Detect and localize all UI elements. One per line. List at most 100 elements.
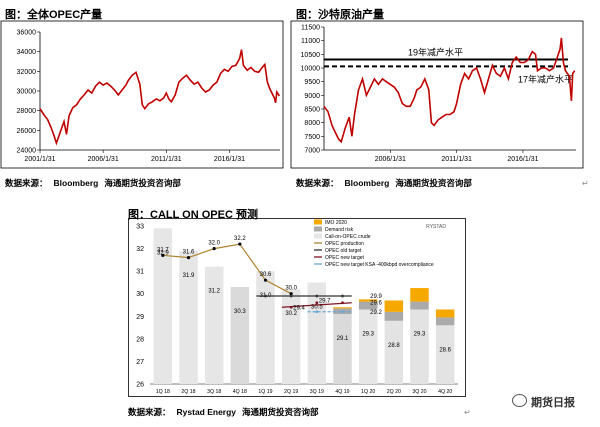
opec-old-target-line-point (264, 294, 267, 298)
target-value-label: 29.4 (293, 305, 305, 311)
target-value-label: 29.2 (370, 310, 382, 316)
source-label: 数据来源： (128, 407, 171, 417)
y-tick-label: 29 (136, 314, 144, 321)
call-on-opec-bar (435, 325, 455, 384)
x-tick-label: 2Q 19 (284, 389, 298, 395)
plot-frame (0, 20, 284, 169)
opec-production-point (289, 292, 293, 296)
x-tick-label: 2006/1/31 (88, 156, 119, 163)
call-on-opec-bar (230, 286, 250, 384)
chart2-title: 图：沙特原油产量 (296, 9, 384, 21)
source-name: Bloomberg (344, 178, 390, 188)
opec-old-target-line-point (315, 294, 319, 298)
opec-ksa-target-line-point (315, 310, 319, 314)
y-tick-label: 10000 (301, 66, 321, 73)
legend-label: IMO 2020 (325, 220, 347, 226)
y-tick-label: 33 (136, 224, 144, 231)
legend-swatch (314, 226, 322, 232)
x-tick-label: 4Q 19 (335, 389, 349, 395)
call-on-opec-chart: 26 27 28 29 30 31 32 33 RYSTAD 32.9 1Q 18 31.9 2Q 18… (128, 218, 466, 397)
legend-label: OPEC new target (325, 255, 365, 261)
return-mark: ↵ (464, 408, 471, 417)
opec-production-label: 31.6 (183, 250, 195, 256)
y-tick-label: 24000 (17, 148, 37, 155)
saudi-production-chart: 7000 7500 8000 8500 9000 9500 10000 10500 11000 1… (290, 20, 584, 169)
watermark: 期货日报 (512, 394, 575, 410)
x-tick-label: 2006/1/31 (375, 156, 406, 163)
chart3-source: 数据来源： Rystad Energy 海通期货投资咨询部 (128, 406, 325, 418)
legend-label: OPEC new target KSA -400kbpd overcomplia… (325, 262, 434, 268)
y-tick-label: 7000 (304, 148, 320, 155)
watermark-text: 期货日报 (531, 397, 575, 409)
y-tick-label: 10500 (301, 52, 321, 59)
call-on-opec-bar (333, 314, 352, 384)
source-name: 海通期货投资咨询部 (395, 178, 472, 188)
y-tick-label: 31 (136, 269, 144, 276)
y-tick-label: 8000 (304, 120, 320, 127)
series-line (323, 37, 576, 144)
x-tick-label: 2011/1/31 (151, 156, 182, 163)
y-tick-label: 32 (136, 246, 144, 253)
y-tick-label: 32000 (17, 69, 37, 76)
bar-value-label: 29.3 (414, 332, 426, 338)
opec-production-label: 32.0 (208, 241, 220, 247)
bar-value-label: 30.2 (285, 311, 297, 317)
chart3-title: 图：CALL ON OPEC 预测 (128, 209, 258, 221)
x-tick-label: 2Q 20 (387, 389, 401, 395)
call-on-opec-bar (256, 271, 275, 384)
opec-production-point (212, 246, 216, 251)
x-tick-label: 2016/1/31 (507, 156, 538, 163)
y-tick-label: 7500 (304, 134, 320, 141)
wechat-icon (512, 394, 527, 407)
imo-2020-bar (333, 307, 352, 309)
opec-production-chart: 24000 26000 28000 30000 32000 34000 36000 2001/… (0, 20, 284, 169)
y-tick-label: 26 (136, 382, 144, 389)
x-tick-label: 4Q 18 (233, 389, 247, 395)
opec-production-label: 30.6 (260, 272, 272, 278)
y-tick-label: 34000 (17, 49, 37, 56)
target-value-label: 29.7 (319, 298, 331, 304)
y-tick-label: 36000 (17, 30, 37, 37)
opec-new-target-line-point (341, 301, 344, 305)
return-mark: ↵ (582, 179, 589, 188)
call-on-opec-bar (281, 289, 301, 384)
opec-old-target-line-point (341, 294, 344, 298)
source-label: 数据来源： (296, 178, 339, 188)
y-tick-label: 30 (136, 291, 144, 298)
legend-swatch (314, 219, 322, 225)
call-on-opec-bar (410, 309, 429, 384)
bar-value-label: 29.3 (362, 332, 374, 338)
source-label: 数据来源： (5, 178, 48, 188)
imo-2020-bar (435, 309, 455, 318)
call-on-opec-bar (384, 320, 404, 384)
y-tick-label: 9000 (304, 93, 320, 100)
chart1-source: 数据来源： Bloomberg 海通期货投资咨询部 (5, 177, 187, 189)
opec-production-label: 30.0 (285, 286, 297, 292)
y-tick-label: 28 (136, 336, 144, 343)
bar-value-label: 28.8 (388, 343, 400, 349)
x-tick-label: 2011/1/31 (441, 156, 472, 163)
chart1-title: 图：全体OPEC产量 (5, 9, 103, 21)
source-name: 海通期货投资咨询部 (104, 178, 181, 188)
call-on-opec-bar (307, 282, 327, 384)
source-name: Bloomberg (53, 178, 99, 188)
x-tick-label: 3Q 20 (412, 389, 426, 395)
series-line (39, 49, 281, 146)
opec-production-point (263, 278, 268, 282)
legend-swatch (314, 233, 322, 239)
opec-new-target-line-point (289, 305, 293, 309)
target-value-label: 29.6 (370, 301, 382, 307)
x-tick-label: 4Q 20 (438, 389, 452, 395)
bar-value-label: 31.2 (208, 289, 220, 295)
y-tick-label: 11000 (301, 38, 320, 45)
legend-label: Call-on-OPEC crude (325, 234, 371, 240)
y-tick-label: 8500 (304, 107, 320, 114)
opec-old-target-line-point (289, 294, 293, 298)
opec-production-label: 31.7 (157, 247, 169, 253)
opec-production-point (161, 253, 165, 257)
call-on-opec-bar (358, 309, 378, 384)
bar-value-label: 30.3 (234, 309, 246, 315)
x-tick-label: 2Q 18 (181, 389, 195, 395)
opec-production-label: 32.2 (234, 236, 246, 242)
call-on-opec-bar (204, 266, 224, 384)
